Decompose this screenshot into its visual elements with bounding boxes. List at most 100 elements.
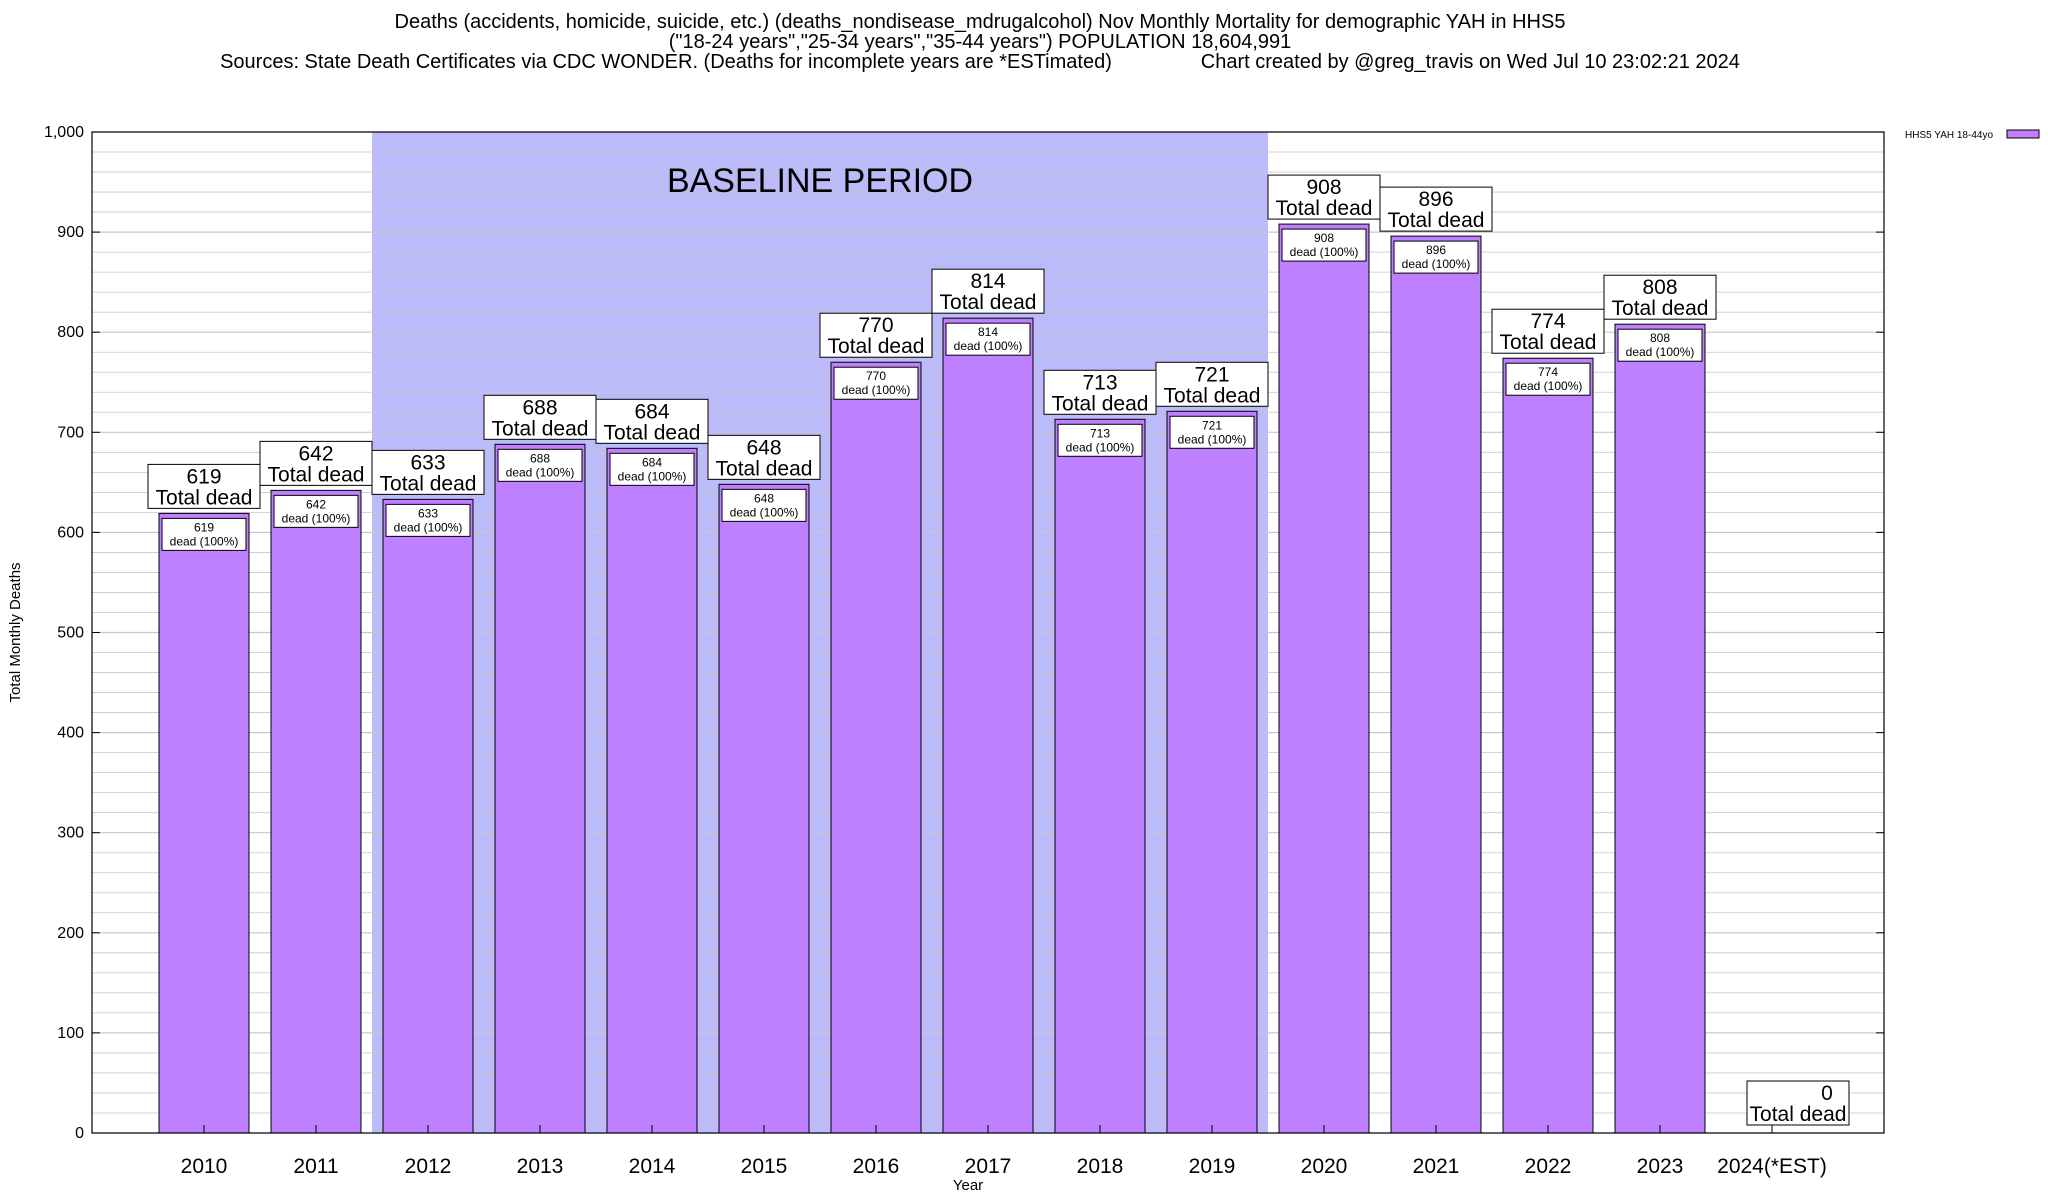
bar-2015 [718,483,810,1134]
total-label-text: Total dead [1750,1103,1847,1126]
total-label-text: Total dead [1612,297,1709,320]
total-label-value: 721 [1194,363,1229,386]
inner-label-value: 648 [754,491,774,505]
inner-label-text: dead (100%) [282,511,351,525]
chart-title-line-3: Sources: State Death Certificates via CD… [220,51,1740,73]
x-tick-label: 2018 [1077,1155,1124,1178]
inner-label-text: dead (100%) [170,534,239,548]
total-label-box [1379,186,1493,232]
total-label-box [819,312,933,358]
total-label-box [1267,174,1381,220]
total-label-text: Total dead [716,457,813,480]
inner-label-value: 633 [418,506,438,520]
inner-label-text: dead (100%) [1626,345,1695,359]
plot-border [91,131,1885,1134]
inner-label-value: 770 [866,369,886,383]
x-tick-label: 2019 [1189,1155,1236,1178]
bar-2013 [494,443,586,1134]
total-label-value: 808 [1642,276,1677,299]
inner-label-box [945,322,1031,356]
inner-label-box [1169,415,1255,449]
bar-2019 [1166,410,1258,1134]
inner-label-text: dead (100%) [1402,257,1471,271]
y-tick-label: 500 [57,625,84,642]
y-tick-label: 900 [57,224,84,241]
x-tick-label: 2014 [629,1155,676,1178]
inner-label-text: dead (100%) [394,520,463,534]
x-axis-title: Year [953,1177,983,1194]
total-label-text: Total dead [1052,392,1149,415]
inner-label-value: 814 [978,325,998,339]
total-label-text: Total dead [156,486,253,509]
inner-label-value: 688 [530,451,550,465]
total-label-value: 619 [186,465,221,488]
inner-label-text: dead (100%) [618,469,687,483]
x-tick-label: 2012 [405,1155,452,1178]
bar-2010 [158,512,250,1134]
inner-label-text: dead (100%) [1178,432,1247,446]
inner-label-box [273,494,359,528]
total-label-value: 648 [746,436,781,459]
bar-2014 [606,447,698,1134]
total-label-text: Total dead [828,335,925,358]
total-label-value: 688 [522,396,557,419]
total-label-value: 770 [858,314,893,337]
inner-label-text: dead (100%) [506,465,575,479]
x-tick-label: 2024(*EST) [1717,1155,1827,1178]
bar-2023 [1614,323,1706,1134]
total-label-value: 684 [634,400,669,423]
baseline-period-label: BASELINE PERIOD [667,162,973,200]
total-label-value: 0 [1821,1082,1833,1105]
inner-label-text: dead (100%) [730,505,799,519]
x-tick-label: 2017 [965,1155,1012,1178]
x-tick-label: 2023 [1637,1155,1684,1178]
inner-label-text: dead (100%) [1514,379,1583,393]
inner-label-value: 721 [1202,418,1222,432]
total-label-text: Total dead [1276,197,1373,220]
inner-label-box [721,488,807,522]
chart-title-line-1: Deaths (accidents, homicide, suicide, et… [394,11,1566,33]
chart-title-block: Deaths (accidents, homicide, suicide, et… [0,12,1960,72]
total-label-text: Total dead [380,472,477,495]
y-tick-label: 700 [57,424,84,441]
bar-2018 [1054,418,1146,1134]
total-label-box [483,394,597,440]
total-label-box [1043,369,1157,415]
total-label-value: 908 [1306,176,1341,199]
total-label-box [1603,274,1717,320]
total-label-box [147,463,261,509]
inner-label-box [1057,423,1143,457]
total-label-box [1491,308,1605,354]
bar-2012 [382,498,474,1134]
inner-label-text: dead (100%) [1066,440,1135,454]
inner-label-value: 642 [306,497,326,511]
total-label-box [931,268,1045,314]
total-label-box [707,434,821,480]
total-label-text: Total dead [940,291,1037,314]
total-label-value: 713 [1082,371,1117,394]
bar-2021 [1390,235,1482,1134]
inner-label-box [385,503,471,537]
bar-2017 [942,317,1034,1134]
inner-label-box [1281,228,1367,262]
y-tick-label: 200 [57,925,84,942]
x-tick-label: 2011 [293,1155,338,1178]
total-label-text: Total dead [604,421,701,444]
inner-label-value: 619 [194,520,214,534]
total-label-text: Total dead [492,417,589,440]
inner-label-box [497,448,583,482]
bar-2011 [270,489,362,1134]
y-tick-label: 1,000 [44,124,84,141]
total-label-value: 774 [1530,310,1565,333]
inner-label-box [1505,362,1591,396]
x-tick-label: 2013 [517,1155,564,1178]
y-tick-label: 800 [57,324,84,341]
chart-title-line-2: ("18-24 years","25-34 years","35-44 year… [668,31,1292,53]
inner-label-value: 713 [1090,426,1110,440]
x-tick-label: 2020 [1301,1155,1348,1178]
y-tick-label: 300 [57,825,84,842]
total-label-box [371,449,485,495]
total-label-text: Total dead [1164,384,1261,407]
total-label-value: 814 [970,270,1005,293]
total-label-text: Total dead [1388,209,1485,232]
